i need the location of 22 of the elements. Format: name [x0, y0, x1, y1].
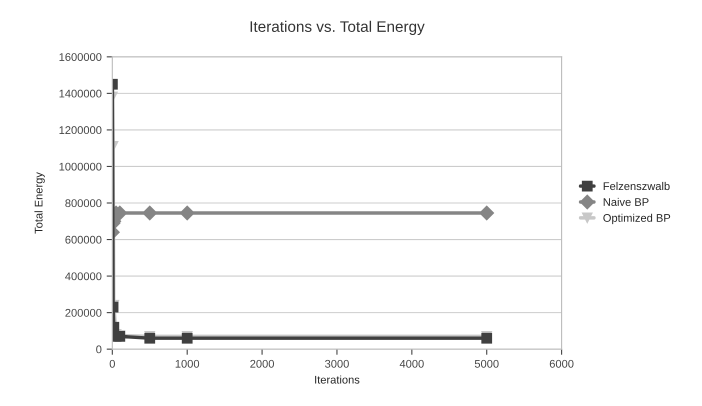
x-tick-label: 6000 [550, 360, 574, 368]
y-tick-label: 1000000 [60, 162, 102, 171]
legend-label: Naive BP [604, 198, 649, 206]
legend-label: Optimized BP [603, 214, 670, 224]
y-axis-title: Total Energy [34, 172, 45, 234]
x-axis-title: Iterations [315, 375, 360, 384]
y-tick-label: 800000 [65, 199, 102, 208]
y-tick-label: 200000 [65, 308, 102, 317]
x-tick-label: 3000 [325, 360, 349, 368]
x-tick-label: 2000 [250, 360, 274, 368]
x-tick-label: 4000 [400, 360, 424, 368]
chart-title: Iterations vs. Total Energy [250, 20, 425, 36]
x-tick-label: 5000 [474, 360, 499, 368]
y-tick-label: 1400000 [60, 90, 102, 98]
legend-label: Felzenszwalb [604, 182, 670, 190]
x-tick-label: 0 [110, 360, 115, 368]
x-tick-label: 1000 [176, 360, 200, 368]
y-tick-label: 600000 [65, 236, 102, 244]
y-tick-label: 400000 [65, 272, 102, 280]
y-tick-label: 1200000 [60, 126, 102, 134]
y-tick-label: 0 [96, 345, 102, 354]
y-tick-label: 1600000 [60, 53, 102, 61]
